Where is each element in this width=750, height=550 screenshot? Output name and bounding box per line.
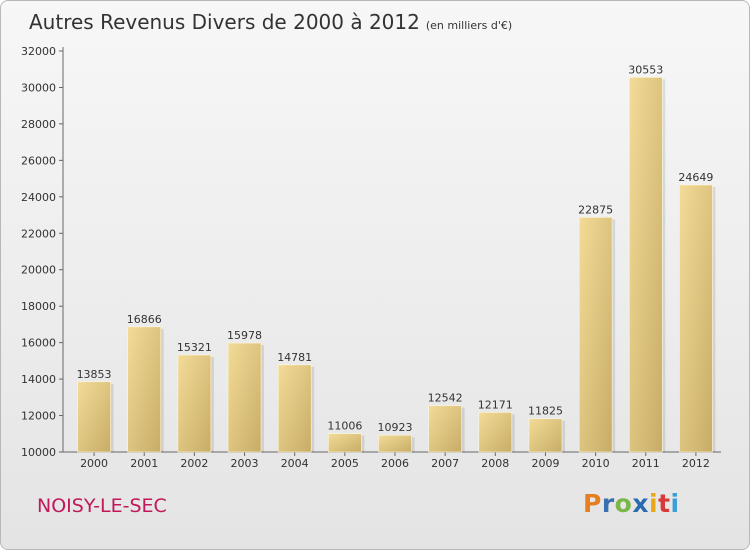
value-labels: 13853 16866 15321 15978 14781 11006 10923 12542… xyxy=(77,63,714,434)
bar xyxy=(478,412,513,453)
city-name: NOISY-LE-SEC xyxy=(37,495,167,517)
logo-letter: o xyxy=(614,489,633,518)
bar xyxy=(528,418,563,453)
x-tick-label: 2010 xyxy=(582,457,610,470)
chart-subtitle: (en milliers d'€) xyxy=(425,19,513,32)
data-label: 12542 xyxy=(428,392,463,405)
y-tick-label: 10000 xyxy=(21,446,56,459)
bar xyxy=(328,433,362,453)
y-tick-label: 28000 xyxy=(21,118,56,131)
bar xyxy=(77,381,111,453)
data-label: 10923 xyxy=(378,421,413,434)
data-label: 15321 xyxy=(177,341,212,354)
x-tick-label: 2005 xyxy=(331,457,359,470)
bar xyxy=(277,364,312,453)
x-tick-label: 2001 xyxy=(130,457,158,470)
y-tick-label: 30000 xyxy=(21,81,56,94)
x-tick-label: 2004 xyxy=(281,457,309,470)
bar xyxy=(578,217,613,453)
logo-letter: i xyxy=(649,489,659,518)
data-label: 14781 xyxy=(277,351,312,364)
bar xyxy=(227,342,262,453)
bars xyxy=(77,77,716,453)
data-label: 24649 xyxy=(678,171,713,184)
y-tick-label: 24000 xyxy=(21,191,56,204)
bar xyxy=(679,184,713,453)
logo-letter: t xyxy=(658,489,671,518)
x-tick-label: 2007 xyxy=(431,457,459,470)
proxiti-logo[interactable]: Proxiti xyxy=(583,489,680,518)
data-label: 16866 xyxy=(127,313,162,326)
y-tick-label: 12000 xyxy=(21,410,56,423)
data-label: 11006 xyxy=(327,420,362,433)
logo-letter: x xyxy=(632,489,649,518)
data-label: 13853 xyxy=(77,368,112,381)
bar xyxy=(127,326,162,453)
x-tick-label: 2002 xyxy=(180,457,208,470)
y-tick-label: 14000 xyxy=(21,373,56,386)
x-tick-label: 2006 xyxy=(381,457,409,470)
logo-letter: i xyxy=(670,489,680,518)
y-tick-label: 32000 xyxy=(21,45,56,58)
x-tick-label: 2012 xyxy=(682,457,710,470)
y-tick-label: 22000 xyxy=(21,227,56,240)
data-label: 22875 xyxy=(578,203,613,216)
y-tick-label: 26000 xyxy=(21,154,56,167)
bar xyxy=(177,354,212,453)
data-label: 15978 xyxy=(227,329,262,342)
data-label: 30553 xyxy=(628,63,663,76)
y-tick-label: 20000 xyxy=(21,264,56,277)
bar xyxy=(378,434,412,453)
x-tick-label: 2011 xyxy=(632,457,660,470)
axes: 10000 12000 14000 16000 18000 20000 22000 24000… xyxy=(21,45,721,470)
logo-letter: P xyxy=(583,489,602,518)
bar xyxy=(628,77,663,453)
chart-title-text: Autres Revenus Divers de 2000 à 2012 xyxy=(29,10,420,34)
y-tick-label: 18000 xyxy=(21,300,56,313)
x-tick-label: 2000 xyxy=(80,457,108,470)
x-tick-label: 2009 xyxy=(531,457,559,470)
data-label: 12171 xyxy=(478,398,513,411)
y-tick-label: 16000 xyxy=(21,337,56,350)
data-label: 11825 xyxy=(528,405,563,418)
bar xyxy=(428,405,462,453)
x-tick-label: 2003 xyxy=(231,457,259,470)
logo-letter: r xyxy=(601,489,615,518)
chart-title: Autres Revenus Divers de 2000 à 2012 (en … xyxy=(29,10,512,34)
x-tick-label: 2008 xyxy=(481,457,509,470)
